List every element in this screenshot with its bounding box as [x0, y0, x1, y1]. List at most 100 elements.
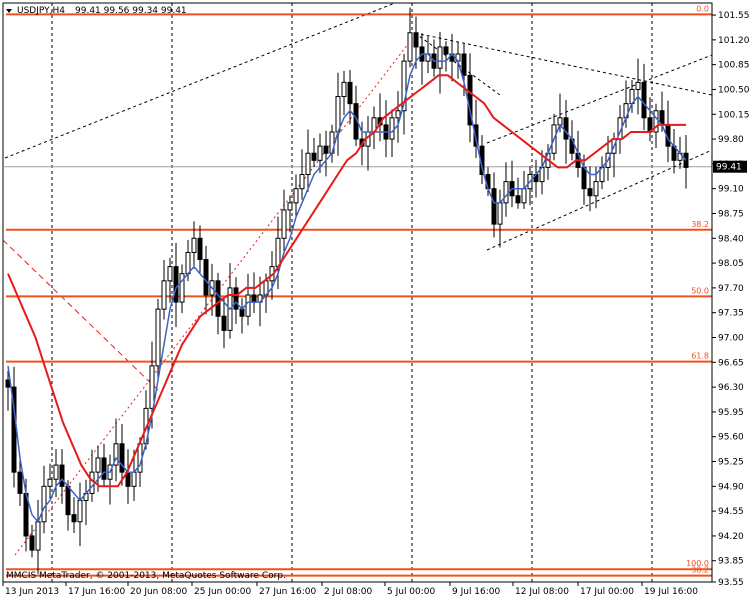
candle-body — [389, 117, 395, 140]
candle — [305, 129, 311, 192]
candle-body — [461, 53, 467, 76]
candle-body — [233, 287, 239, 310]
candle — [515, 177, 521, 209]
candle-body — [653, 110, 659, 133]
candle-body — [167, 266, 173, 282]
time-tick-label: 9 Jul 16:00 — [452, 587, 501, 597]
candle-body — [71, 514, 77, 523]
time-tick-label: 19 Jul 16:00 — [644, 587, 698, 597]
candle-body — [491, 188, 497, 225]
current-price-tag: 99.41 — [713, 160, 747, 173]
time-tick-label: 13 Jun 2013 — [5, 587, 59, 597]
candle — [635, 58, 641, 115]
price-tag-bg — [713, 160, 747, 173]
candle-body — [641, 81, 647, 119]
fib-trend-line[interactable] — [14, 34, 416, 556]
candle — [29, 524, 35, 558]
price-tick-label: 98.75 — [718, 209, 744, 219]
candle-body — [155, 308, 161, 367]
candle-body — [113, 443, 119, 466]
time-tick-label: 20 Jun 08:00 — [130, 587, 187, 597]
candle-body — [191, 237, 197, 253]
candle-body — [281, 209, 287, 239]
candle — [221, 297, 227, 349]
candle-body — [17, 471, 23, 494]
price-tick-label: 95.60 — [718, 433, 744, 443]
fib-level-label: 50.0 — [691, 286, 709, 295]
candle — [503, 162, 509, 217]
candle-body — [407, 32, 413, 62]
candle — [281, 189, 287, 252]
price-tick-label: 99.10 — [718, 185, 744, 195]
candle — [407, 7, 413, 68]
candle-body — [581, 166, 587, 190]
candle — [311, 138, 317, 167]
menu-triangle-icon[interactable] — [6, 9, 12, 13]
price-tick-label: 101.55 — [718, 11, 750, 21]
candle-body — [347, 81, 353, 105]
candle — [443, 41, 449, 72]
candle-body — [203, 259, 209, 296]
time-tick-label: 5 Jul 00:00 — [387, 587, 436, 597]
price-tick-label: 96.65 — [718, 358, 744, 368]
price-tick-label: 94.55 — [718, 507, 744, 517]
candle-body — [437, 46, 443, 69]
fib-level-label: 38.2 — [691, 566, 709, 575]
candle-body — [53, 464, 59, 480]
candle-body — [245, 294, 251, 317]
time-tick-label: 25 Jun 00:00 — [194, 587, 251, 597]
candle — [299, 149, 305, 200]
price-tick-label: 94.20 — [718, 532, 744, 542]
candle-body — [563, 117, 569, 140]
candle-body — [341, 81, 347, 98]
candle-body — [635, 81, 641, 90]
price-tick-label: 95.25 — [718, 458, 744, 468]
candle-body — [185, 251, 191, 275]
candle-body — [29, 535, 35, 551]
candle-body — [161, 280, 167, 310]
candle — [197, 225, 203, 273]
candle-body — [89, 471, 95, 494]
candle-body — [221, 315, 227, 331]
copyright-label: MMCIS MetaTrader, © 2001-2013, MetaQuote… — [6, 571, 286, 581]
price-tick-label: 99.80 — [718, 135, 744, 145]
channel-upper[interactable] — [486, 54, 713, 144]
symbol-label: USDJPY,H4 — [17, 6, 65, 16]
candle-body — [593, 181, 599, 197]
fib-level-label: 61.8 — [691, 352, 709, 361]
candle — [41, 465, 47, 534]
downtrend-line[interactable] — [2, 239, 159, 391]
candle — [347, 69, 353, 125]
candle-body — [287, 202, 293, 211]
candle — [173, 242, 179, 328]
slow-ma-line — [7, 74, 686, 488]
trend-line-top[interactable] — [414, 32, 713, 96]
time-tick-label: 17 Jul 00:00 — [580, 587, 634, 597]
price-tick-label: 100.50 — [718, 85, 750, 95]
candle-body — [515, 195, 521, 204]
price-tick-label: 93.55 — [718, 578, 744, 588]
candle-body — [275, 237, 281, 268]
candle-body — [215, 280, 221, 317]
candle-body — [317, 145, 323, 161]
candle-body — [41, 485, 47, 523]
candle — [395, 91, 401, 143]
candle — [683, 135, 689, 189]
candle — [161, 259, 167, 320]
candle-body — [149, 365, 155, 409]
trend-channel-upper[interactable] — [4, 2, 396, 159]
candle-body — [443, 46, 449, 55]
price-tick-label: 96.30 — [718, 383, 744, 393]
candle — [155, 298, 161, 379]
candle-body — [35, 521, 41, 551]
candle — [491, 172, 497, 238]
fib-level-label: 38.2 — [691, 220, 709, 229]
candle-body — [503, 181, 509, 204]
chart-header: USDJPY,H4 99.41 99.56 99.34 99.41 — [6, 6, 187, 16]
candle — [119, 424, 125, 486]
candle-body — [401, 60, 407, 112]
time-tick-label: 17 Jun 16:00 — [68, 587, 125, 597]
candle-body — [95, 457, 101, 473]
